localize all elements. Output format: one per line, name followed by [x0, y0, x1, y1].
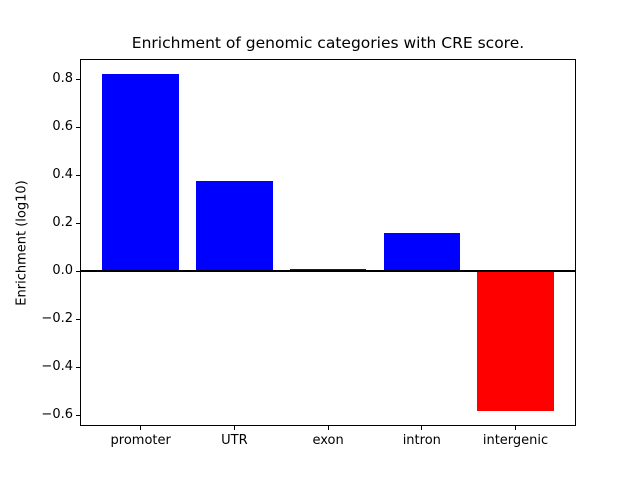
- x-tick-label-intron: intron: [402, 433, 441, 448]
- x-tick-label-intergenic: intergenic: [482, 433, 549, 448]
- y-axis-label: Enrichment (log10): [14, 180, 30, 306]
- y-tick-label: −0.4: [41, 359, 73, 374]
- y-tick-mark: [76, 270, 80, 272]
- y-tick-mark: [76, 78, 80, 80]
- y-tick-label: 0.2: [52, 215, 73, 230]
- y-tick-label: −0.2: [41, 311, 73, 326]
- x-tick-mark: [515, 426, 516, 430]
- bar-UTR: [196, 181, 273, 271]
- y-tick-mark: [76, 318, 80, 320]
- bar-intergenic: [477, 271, 554, 411]
- x-tick-mark: [233, 426, 235, 430]
- y-tick-label: 0.0: [52, 263, 73, 278]
- x-tick-mark: [327, 426, 329, 430]
- y-tick-label: −0.6: [41, 407, 73, 422]
- bar-intron: [383, 233, 461, 271]
- x-tick-label-UTR: UTR: [221, 433, 248, 448]
- y-tick-mark: [76, 126, 80, 128]
- y-tick-label: 0.4: [52, 167, 73, 182]
- x-tick-label-exon: exon: [312, 433, 344, 448]
- x-tick-mark: [421, 426, 423, 430]
- bar-promoter: [102, 74, 179, 271]
- y-tick-mark: [76, 366, 80, 368]
- chart-title: Enrichment of genomic categories with CR…: [131, 34, 525, 52]
- y-tick-mark: [76, 414, 80, 416]
- x-tick-label-promoter: promoter: [110, 433, 171, 448]
- y-tick-mark: [76, 174, 80, 176]
- y-tick-label: 0.8: [52, 71, 73, 86]
- x-tick-mark: [140, 426, 142, 430]
- y-tick-mark: [76, 222, 80, 224]
- zero-line: [80, 269, 576, 273]
- y-tick-label: 0.6: [52, 119, 73, 134]
